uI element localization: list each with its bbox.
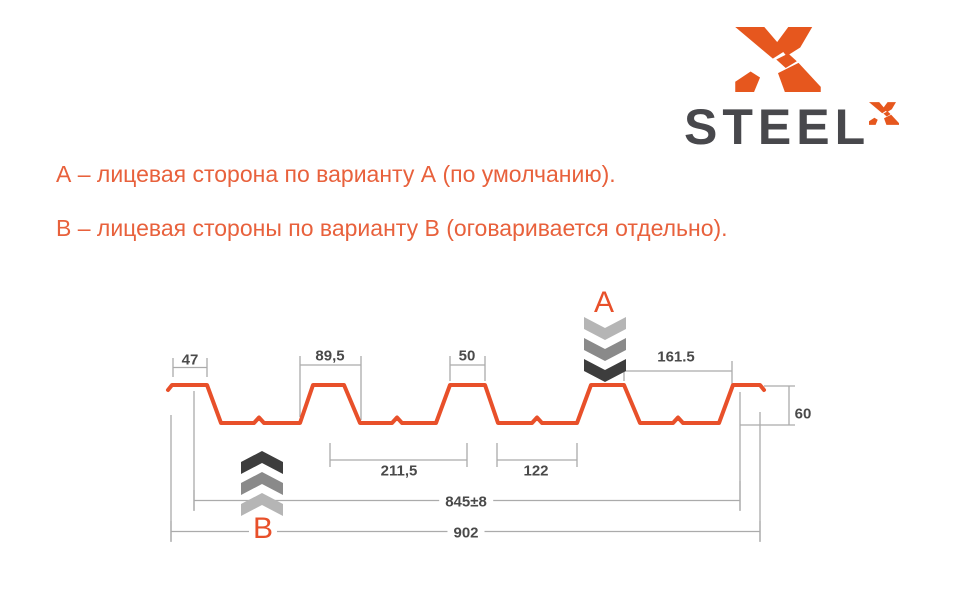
note-variant-a: А – лицевая сторона по варианту А (по ум…	[56, 161, 616, 187]
dim-rib-pitch: 211,5	[380, 462, 418, 480]
variant-b-chevrons-icon	[241, 451, 283, 516]
dim-edge-span-right: 161.5	[657, 348, 695, 366]
dim-rib-base-width: 89,5	[315, 347, 345, 365]
dim-valley-width: 122	[523, 462, 549, 480]
dim-profile-height: 60	[794, 405, 812, 423]
dim-rib-top-width: 50	[458, 347, 476, 365]
dim-top-flat-left: 47	[181, 351, 199, 369]
dimension-lines	[170, 356, 795, 542]
variant-a-chevrons-icon	[584, 317, 626, 382]
sheet-profile-outline	[166, 383, 766, 425]
dim-working-width: 845±8	[439, 493, 493, 511]
marker-variant-a: A	[593, 286, 615, 319]
note-variant-b: В – лицевая стороны по варианту В (огова…	[56, 215, 728, 241]
dim-overall-width: 902	[447, 524, 485, 542]
marker-variant-b: B	[248, 514, 278, 544]
brand-name: STEEL	[684, 99, 871, 155]
